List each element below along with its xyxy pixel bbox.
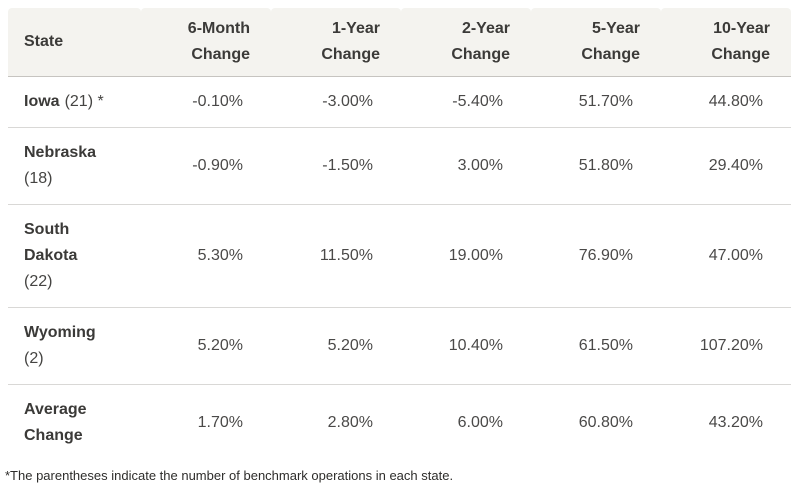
value-cell: 19.00%: [401, 205, 531, 308]
table-row: Iowa (21) * -0.10% -3.00% -5.40% 51.70% 44.80%: [8, 77, 791, 128]
value-cell: 107.20%: [661, 308, 791, 385]
value-cell: 6.00%: [457, 414, 503, 431]
table-row: Nebraska (18) -0.90% -1.50% 3.00% 51.80% 29.40…: [8, 128, 791, 205]
value-cell: 2.80%: [327, 414, 373, 431]
state-cell: Wyoming (2): [8, 308, 141, 385]
value-cell: -5.40%: [401, 77, 531, 128]
state-benchmark-count: (21) *: [64, 93, 104, 110]
state-cell: Nebraska (18): [8, 128, 141, 205]
table-row: Average Change 1.70% 2.80% 6.00% 60.80% 43.20…: [8, 385, 791, 461]
state-name: Average Change: [24, 401, 87, 444]
value-cell: 5.20%: [271, 308, 401, 385]
column-header-5-year-change: 5-Year Change: [531, 8, 661, 77]
value-cell: 47.00%: [661, 205, 791, 308]
state-cell: Average Change: [8, 385, 141, 461]
value-cell: 44.80%: [661, 77, 791, 128]
value-cell: 3.00%: [401, 128, 531, 205]
value-cell: -1.50%: [271, 128, 401, 205]
table-row: South Dakota (22) 5.30% 11.50% 19.00% 76.90% 4…: [8, 205, 791, 308]
state-name: Nebraska: [24, 144, 97, 161]
state-benchmark-count: (2): [24, 350, 44, 367]
value-cell: 51.80%: [531, 128, 661, 205]
value-cell: 11.50%: [271, 205, 401, 308]
state-name: Wyoming: [24, 324, 96, 341]
column-header-1-year-change: 1-Year Change: [271, 8, 401, 77]
header-row: State 6-Month Change 1-Year Change 2-Year C…: [8, 8, 791, 77]
column-header-2-year-change: 2-Year Change: [401, 8, 531, 77]
value-cell: 29.40%: [661, 128, 791, 205]
value-cell: 5.20%: [141, 308, 271, 385]
column-header-10-year-change: 10-Year Change: [661, 8, 791, 77]
table-body: Iowa (21) * -0.10% -3.00% -5.40% 51.70% 44.80%…: [8, 77, 791, 461]
state-name: South Dakota: [24, 221, 78, 264]
table-footnote: *The parentheses indicate the number of …: [5, 468, 454, 483]
state-benchmark-count: (22): [24, 273, 53, 290]
state-name: Iowa: [24, 93, 60, 110]
table-row: Wyoming (2) 5.20% 5.20% 10.40% 61.50% 107.20%: [8, 308, 791, 385]
state-cell: Iowa (21) *: [8, 77, 141, 128]
value-cell: -3.00%: [271, 77, 401, 128]
value-cell: 76.90%: [531, 205, 661, 308]
value-cell: 1.70%: [197, 414, 243, 431]
benchmark-table: State 6-Month Change 1-Year Change 2-Year C…: [8, 8, 791, 461]
value-cell: 61.50%: [531, 308, 661, 385]
value-cell: 5.30%: [141, 205, 271, 308]
column-header-state: State: [8, 8, 141, 77]
state-benchmark-count: (18): [24, 170, 53, 187]
value-cell: -0.10%: [141, 77, 271, 128]
value-cell: 10.40%: [401, 308, 531, 385]
value-cell: -0.90%: [141, 128, 271, 205]
state-cell: South Dakota (22): [8, 205, 141, 308]
value-cell: 43.20%: [708, 414, 763, 431]
value-cell: 60.80%: [578, 414, 633, 431]
column-header-6-month-change: 6-Month Change: [141, 8, 271, 77]
value-cell: 51.70%: [531, 77, 661, 128]
table-header: State 6-Month Change 1-Year Change 2-Year C…: [8, 8, 791, 77]
